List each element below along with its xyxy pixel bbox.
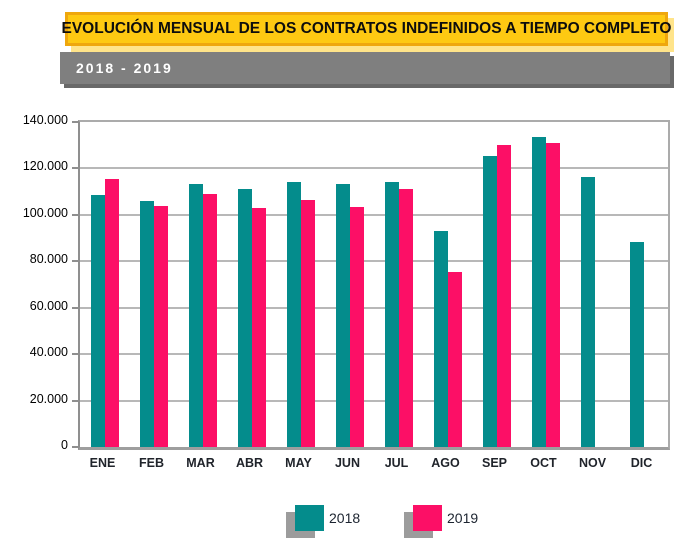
- bar-2018-mar: [188, 183, 203, 447]
- y-tick-label: 120.000: [22, 159, 68, 174]
- bar-2019-feb: [153, 205, 168, 447]
- legend-label-2019: 2019: [447, 510, 479, 526]
- bar-2019-ago: [447, 271, 462, 447]
- y-tick-label: 20.000: [29, 391, 68, 406]
- y-tick-label: 0: [61, 438, 68, 452]
- chart-subtitle-banner: 2018 - 2019: [60, 52, 670, 84]
- bar-group-nov: [570, 122, 619, 447]
- bar-2019-abr: [251, 207, 266, 447]
- bar-group-mar: [178, 122, 227, 447]
- bar-2018-jul: [384, 182, 399, 447]
- legend-label-2018: 2018: [329, 510, 361, 526]
- bar-group-ago: [423, 122, 472, 447]
- x-tick-label-jun: JUN: [334, 456, 360, 470]
- legend-swatch-2019: [413, 505, 442, 531]
- bar-groups: [80, 122, 668, 447]
- bar-2018-abr: [237, 189, 252, 447]
- chart-title: EVOLUCIÓN MENSUAL DE LOS CONTRATOS INDEF…: [61, 20, 672, 37]
- gridline: [80, 167, 668, 170]
- x-tick-label-abr: ABR: [235, 456, 264, 470]
- y-tick-label: 60.000: [29, 298, 68, 313]
- gridline: [80, 213, 668, 216]
- x-tick-label-sep: SEP: [481, 456, 507, 470]
- bar-2018-feb: [139, 200, 154, 447]
- legend-item-2019: 2019: [404, 505, 479, 538]
- y-axis: 0 20.000 40.000 60.000 80.000 100.000 120.000 1…: [0, 113, 68, 452]
- bar-group-ene: [80, 122, 129, 447]
- x-tick-label-feb: FEB: [139, 456, 164, 470]
- bar-group-abr: [227, 122, 276, 447]
- legend-swatch-wrap-2018: [286, 505, 324, 538]
- y-tick-label: 140.000: [22, 113, 68, 127]
- y-tick-mark: [72, 306, 78, 309]
- y-tick-label: 40.000: [29, 345, 68, 360]
- y-tick-mark: [72, 399, 78, 402]
- y-tick-mark: [72, 353, 78, 356]
- gridline: [80, 306, 668, 309]
- bar-2018-jun: [335, 183, 350, 447]
- y-tick-mark: [72, 446, 78, 448]
- bar-2019-jul: [398, 189, 413, 447]
- y-tick-mark: [72, 213, 78, 216]
- bar-2018-oct: [531, 137, 546, 447]
- bar-2019-mar: [202, 193, 217, 447]
- x-tick-label-jul: JUL: [384, 456, 409, 470]
- legend-swatch-wrap-2019: [404, 505, 442, 538]
- y-tick-label: 80.000: [29, 252, 68, 267]
- x-tick-label-oct: OCT: [530, 456, 557, 470]
- plot-area: [72, 120, 670, 450]
- bar-2019-jun: [349, 206, 364, 447]
- bar-2018-sep: [482, 155, 497, 447]
- x-tick-label-ago: AGO: [431, 456, 460, 470]
- y-tick-mark: [72, 121, 78, 123]
- x-axis-labels: ENE FEB MAR ABR MAY JUN JUL AGO SEP OCT NOV DIC: [78, 456, 666, 470]
- bar-group-jul: [374, 122, 423, 447]
- x-tick-label-may: MAY: [285, 456, 312, 470]
- bar-2018-ago: [433, 231, 448, 447]
- bar-2018-dic: [629, 241, 644, 447]
- y-tick-mark: [72, 260, 78, 263]
- x-tick-label-nov: NOV: [578, 456, 607, 470]
- chart-title-banner: EVOLUCIÓN MENSUAL DE LOS CONTRATOS INDEF…: [62, 12, 672, 46]
- bar-2018-may: [286, 182, 301, 447]
- bar-2019-ene: [104, 178, 119, 447]
- y-tick-label: 100.000: [22, 205, 68, 220]
- bar-2019-oct: [545, 142, 560, 447]
- legend-item-2018: 2018: [286, 505, 361, 538]
- bar-2018-ene: [90, 195, 105, 447]
- bar-2018-nov: [580, 176, 595, 447]
- bar-group-oct: [521, 122, 570, 447]
- bar-group-feb: [129, 122, 178, 447]
- bar-group-jun: [325, 122, 374, 447]
- bar-2019-may: [300, 199, 315, 447]
- bar-group-sep: [472, 122, 521, 447]
- x-tick-label-mar: MAR: [186, 456, 215, 470]
- x-tick-label-dic: DIC: [630, 456, 653, 470]
- gridline: [80, 399, 668, 402]
- gridline: [80, 260, 668, 263]
- legend-swatch-2018: [295, 505, 324, 531]
- bar-group-dic: [619, 122, 668, 447]
- x-tick-label-ene: ENE: [89, 456, 116, 470]
- y-tick-mark: [72, 167, 78, 170]
- chart-subtitle: 2018 - 2019: [76, 60, 173, 76]
- bar-2019-sep: [496, 145, 511, 447]
- bar-group-may: [276, 122, 325, 447]
- gridline: [80, 353, 668, 356]
